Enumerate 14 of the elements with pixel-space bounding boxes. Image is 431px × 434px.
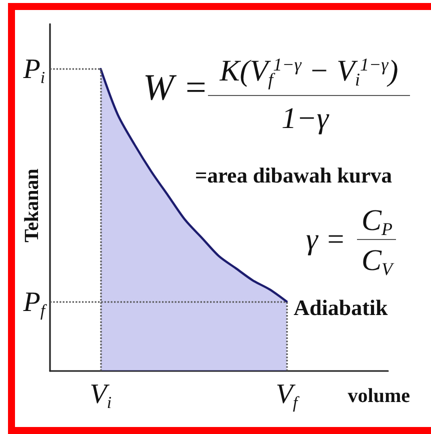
ref-line-label: P$_{f}$ xyxy=(23,286,45,320)
annotation: γ = xyxy=(306,223,346,256)
x-tick-label: V$_{i}$ xyxy=(90,379,112,412)
y-axis-title: Tekanan xyxy=(21,168,43,242)
annotation: Adiabatik xyxy=(294,294,388,320)
annotation: C$_{V}$ xyxy=(361,244,393,280)
annotation: =area dibawah kurva xyxy=(195,163,392,188)
annotation: C$_{P}$ xyxy=(361,204,393,240)
x-axis-title: volume xyxy=(348,385,410,407)
annotation: W = xyxy=(143,68,208,108)
annotation: K(V$_{f}$$^{1−γ}$ − V$_{i}$$^{1−γ}$) xyxy=(220,54,398,90)
x-tick-label: V$_{f}$ xyxy=(276,379,298,412)
ref-line-label: P$_{i}$ xyxy=(23,54,45,88)
annotation: 1−γ xyxy=(281,102,329,135)
